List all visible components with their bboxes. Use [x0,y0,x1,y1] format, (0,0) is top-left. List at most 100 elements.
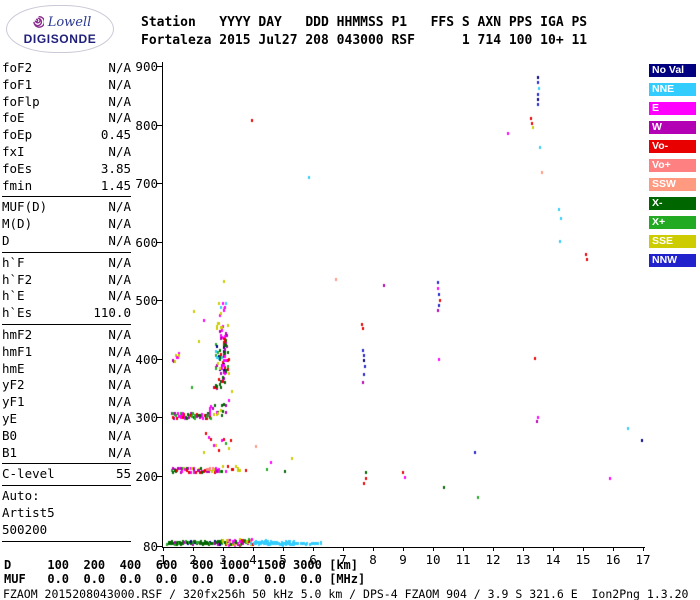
logo-top-row: Lowell [29,13,91,32]
x-tick [373,547,374,551]
panel-separator [2,485,131,487]
y-tick [157,300,162,302]
echo-direction-legend: No Val NNE E W Vo- Vo+ SSW X- X+ SSE NNW [649,64,696,273]
param-label: C-level [2,466,55,482]
param-row-he: h`E N/A [2,288,131,305]
param-row-foflp: foFlp N/A [2,94,131,111]
header-columns-line: Station YYYY DAY DDD HHMMSS P1 FFS S AXN… [141,15,588,30]
param-row-md: M(D) N/A [2,216,131,233]
legend-item-x-plus: X+ [649,216,696,229]
legend-item-vo-plus: Vo+ [649,159,696,172]
param-value: 55 [115,466,131,482]
param-value: 110.0 [93,305,131,321]
param-row-yf1: yF1 N/A [2,394,131,411]
param-row-foe: foE N/A [2,110,131,127]
lowell-digisonde-logo: Lowell DIGISONDE [6,5,114,53]
x-tick [643,547,644,551]
param-label: B0 [2,427,18,443]
x-tick-label-3: 3 [219,552,227,567]
param-value: N/A [108,271,131,287]
y-tick-label-800: 800 [135,117,158,133]
param-row-fof2: foF2 N/A [2,60,131,77]
param-label: yF2 [2,377,25,393]
x-tick-label-15: 15 [575,552,591,567]
x-tick-label-2: 2 [189,552,197,567]
param-label: D [2,232,10,248]
param-label: yE [2,410,18,426]
param-row-fmin: fmin 1.45 [2,178,131,195]
param-label: fmin [2,177,33,193]
param-label: hmE [2,360,25,376]
x-tick-label-1: 1 [159,552,167,567]
param-row-hf: h`F N/A [2,255,131,272]
ionogram-canvas [163,66,644,548]
x-tick [403,547,404,551]
param-value: N/A [108,76,131,92]
param-row-hf2: h`F2 N/A [2,272,131,289]
param-row-foep: foEp 0.45 [2,127,131,144]
y-tick-label-900: 900 [135,59,158,74]
param-value: N/A [108,93,131,109]
param-value: N/A [108,199,131,215]
param-label: foEs [2,160,33,176]
x-tick-label-4: 4 [249,552,257,567]
param-label: foF1 [2,76,33,92]
param-row-ye: yE N/A [2,411,131,428]
param-row-hmf1: hmF1 N/A [2,344,131,361]
y-tick-label-400: 400 [135,351,158,367]
x-tick-label-11: 11 [455,552,471,567]
x-tick [493,547,494,551]
param-label: h`F [2,254,25,270]
y-tick-label-300: 300 [135,410,158,426]
y-tick-label-500: 500 [135,293,158,309]
x-tick-label-13: 13 [515,552,531,567]
param-label: foFlp [2,93,40,109]
logo-digisonde-text: DIGISONDE [23,31,97,46]
param-value: N/A [108,326,131,342]
param-value: N/A [108,377,131,393]
x-tick-label-16: 16 [605,552,621,567]
param-label: Artist5 [2,504,55,520]
param-row-hes: h`Es 110.0 [2,305,131,322]
param-value: 1.45 [100,177,131,193]
y-axis-line [162,62,163,548]
x-tick [343,547,344,551]
param-label: Auto: [2,488,40,504]
muf-row: MUF 0.0 0.0 0.0 0.0 0.0 0.0 0.0 0.0 [MHz… [4,572,366,586]
panel-separator [2,323,131,325]
y-tick [157,183,162,185]
param-label: hmF2 [2,326,33,342]
y-tick [157,475,162,477]
header-values-line: Fortaleza 2015 Jul27 208 043000 RSF 1 71… [141,33,588,48]
legend-item-e: E [649,102,696,115]
param-value: N/A [108,360,131,376]
param-value: N/A [108,288,131,304]
digisonde-swirl-icon [29,13,45,32]
y-tick [157,241,162,243]
param-label: M(D) [2,216,33,232]
param-row-yf2: yF2 N/A [2,377,131,394]
x-tick-label-9: 9 [399,552,407,567]
param-row-artist5: Artist5 [2,505,131,522]
x-tick [313,547,314,551]
panel-separator [2,463,131,465]
param-row-fxi: fxI N/A [2,144,131,161]
param-row-auto: Auto: [2,488,131,505]
param-label: h`F2 [2,271,33,287]
distance-row: D 100 200 400 600 800 1000 1500 3000 [km… [4,558,359,572]
param-label: foF2 [2,60,33,75]
x-tick [613,547,614,551]
panel-separator [2,196,131,198]
legend-item-no-val: No Val [649,64,696,77]
param-value: N/A [108,394,131,410]
x-tick [283,547,284,551]
param-row-mufd: MUF(D) N/A [2,199,131,216]
param-value: N/A [108,444,131,460]
x-tick-label-8: 8 [369,552,377,567]
param-label: 500200 [2,521,48,537]
legend-item-sse: SSE [649,235,696,248]
param-value: N/A [108,110,131,126]
param-row-d: D N/A [2,233,131,250]
